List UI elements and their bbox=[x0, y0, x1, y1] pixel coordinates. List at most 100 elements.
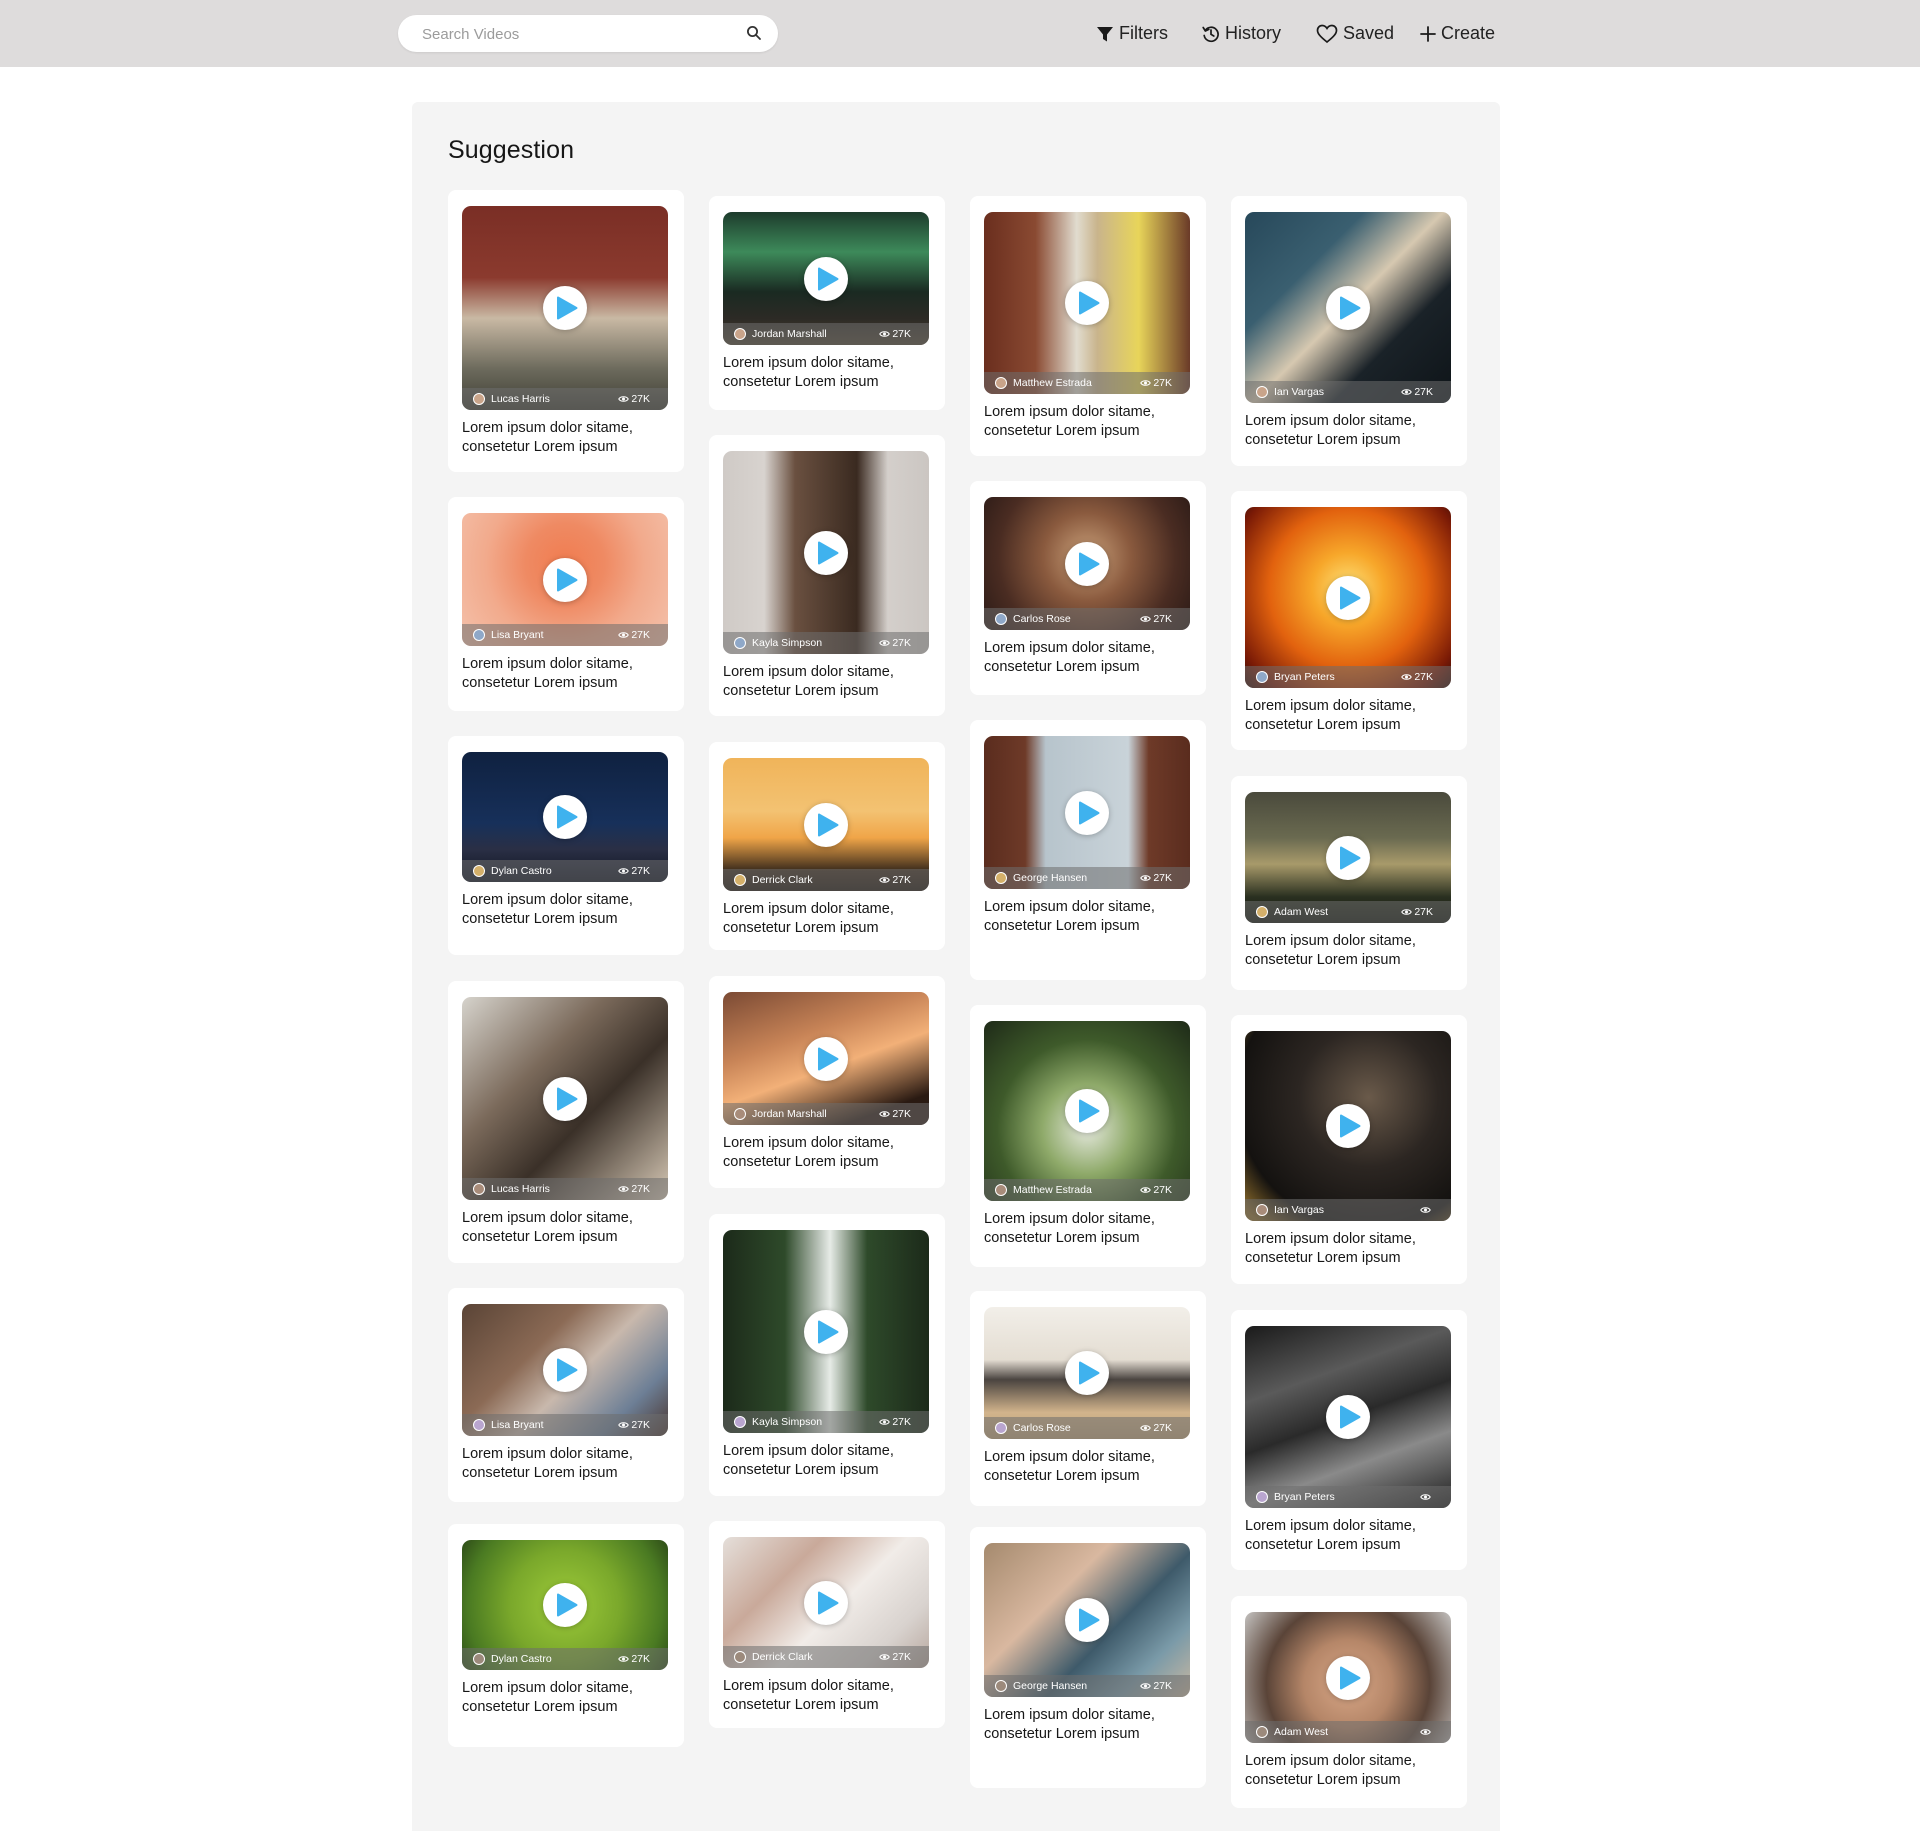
video-title[interactable]: Lorem ipsum dolor sitame, consetetur Lor… bbox=[462, 892, 633, 927]
video-thumbnail[interactable]: Ian Vargas 27K bbox=[1245, 212, 1451, 403]
create-button[interactable]: Create bbox=[1420, 0, 1495, 67]
video-title[interactable]: Lorem ipsum dolor sitame, consetetur Lor… bbox=[1245, 413, 1416, 448]
play-button[interactable] bbox=[543, 557, 587, 602]
play-button[interactable] bbox=[1065, 1351, 1109, 1395]
play-button[interactable] bbox=[1326, 1104, 1370, 1148]
video-card[interactable]: Lisa Bryant 27K Lorem ipsum dolor sitame, … bbox=[448, 497, 684, 711]
search-box[interactable] bbox=[398, 15, 778, 54]
video-card[interactable]: Kayla Simpson 27K Lorem ipsum dolor sitame… bbox=[709, 1214, 945, 1496]
play-button[interactable] bbox=[804, 1580, 848, 1625]
video-thumbnail[interactable]: Lucas Harris 27K bbox=[462, 206, 668, 410]
play-button[interactable] bbox=[1326, 835, 1370, 880]
video-card[interactable]: Ian Vargas Lorem ipsum dolor sitame, cons… bbox=[1231, 1015, 1467, 1284]
video-card[interactable]: Ian Vargas 27K Lorem ipsum dolor sitame, c… bbox=[1231, 196, 1467, 466]
video-card[interactable]: Kayla Simpson 27K Lorem ipsum dolor sitame… bbox=[709, 435, 945, 716]
video-title[interactable]: Lorem ipsum dolor sitame, consetetur Lor… bbox=[984, 404, 1155, 439]
video-thumbnail[interactable]: Lisa Bryant 27K bbox=[462, 1304, 668, 1436]
play-button[interactable] bbox=[1065, 541, 1109, 586]
video-thumbnail[interactable]: Matthew Estrada 27K bbox=[984, 212, 1190, 394]
video-thumbnail[interactable]: Dylan Castro 27K bbox=[462, 1540, 668, 1670]
video-title[interactable]: Lorem ipsum dolor sitame, consetetur Lor… bbox=[723, 1135, 894, 1170]
video-thumbnail[interactable]: Bryan Peters bbox=[1245, 1326, 1451, 1508]
play-button[interactable] bbox=[1326, 1395, 1370, 1439]
play-button[interactable] bbox=[543, 795, 587, 839]
video-thumbnail[interactable]: George Hansen 27K bbox=[984, 736, 1190, 889]
video-title[interactable]: Lorem ipsum dolor sitame, consetetur Lor… bbox=[1245, 1231, 1416, 1266]
video-card[interactable]: George Hansen 27K Lorem ipsum dolor sitame… bbox=[970, 1527, 1206, 1788]
play-button[interactable] bbox=[1065, 1598, 1109, 1642]
play-button[interactable] bbox=[1065, 1089, 1109, 1133]
video-title[interactable]: Lorem ipsum dolor sitame, consetetur Lor… bbox=[462, 1210, 633, 1245]
video-card[interactable]: Jordan Marshall 27K Lorem ipsum dolor sita… bbox=[709, 976, 945, 1188]
video-card[interactable]: Dylan Castro 27K Lorem ipsum dolor sitame,… bbox=[448, 1524, 684, 1747]
video-title[interactable]: Lorem ipsum dolor sitame, consetetur Lor… bbox=[462, 420, 633, 455]
video-card[interactable]: Derrick Clark 27K Lorem ipsum dolor sitame… bbox=[709, 742, 945, 950]
video-title[interactable]: Lorem ipsum dolor sitame, consetetur Lor… bbox=[723, 664, 894, 699]
play-button[interactable] bbox=[543, 1348, 587, 1392]
video-title[interactable]: Lorem ipsum dolor sitame, consetetur Lor… bbox=[723, 355, 894, 390]
video-title[interactable]: Lorem ipsum dolor sitame, consetetur Lor… bbox=[1245, 698, 1416, 733]
video-title[interactable]: Lorem ipsum dolor sitame, consetetur Lor… bbox=[984, 1707, 1155, 1742]
video-card[interactable]: Lisa Bryant 27K Lorem ipsum dolor sitame, … bbox=[448, 1288, 684, 1502]
video-thumbnail[interactable]: Ian Vargas bbox=[1245, 1031, 1451, 1221]
video-card[interactable]: Jordan Marshall 27K Lorem ipsum dolor sita… bbox=[709, 196, 945, 410]
video-card[interactable]: Derrick Clark 27K Lorem ipsum dolor sitame… bbox=[709, 1521, 945, 1728]
video-title[interactable]: Lorem ipsum dolor sitame, consetetur Lor… bbox=[984, 899, 1155, 934]
history-button[interactable]: History bbox=[1202, 0, 1281, 67]
video-thumbnail[interactable]: George Hansen 27K bbox=[984, 1543, 1190, 1697]
video-thumbnail[interactable]: Matthew Estrada 27K bbox=[984, 1021, 1190, 1201]
video-thumbnail[interactable]: Carlos Rose 27K bbox=[984, 497, 1190, 630]
video-thumbnail[interactable]: Jordan Marshall 27K bbox=[723, 212, 929, 345]
play-button[interactable] bbox=[543, 1076, 587, 1121]
video-card[interactable]: Matthew Estrada 27K Lorem ipsum dolor sita… bbox=[970, 196, 1206, 456]
video-thumbnail[interactable]: Bryan Peters 27K bbox=[1245, 507, 1451, 688]
video-thumbnail[interactable]: Adam West 27K bbox=[1245, 792, 1451, 923]
play-button[interactable] bbox=[1065, 790, 1109, 835]
play-button[interactable] bbox=[804, 530, 848, 575]
video-card[interactable]: Dylan Castro 27K Lorem ipsum dolor sitame,… bbox=[448, 736, 684, 955]
play-button[interactable] bbox=[1326, 575, 1370, 620]
video-card[interactable]: George Hansen 27K Lorem ipsum dolor sitame… bbox=[970, 720, 1206, 980]
video-title[interactable]: Lorem ipsum dolor sitame, consetetur Lor… bbox=[723, 1678, 894, 1713]
video-title[interactable]: Lorem ipsum dolor sitame, consetetur Lor… bbox=[984, 640, 1155, 675]
video-card[interactable]: Carlos Rose 27K Lorem ipsum dolor sitame, … bbox=[970, 1291, 1206, 1506]
video-title[interactable]: Lorem ipsum dolor sitame, consetetur Lor… bbox=[1245, 933, 1416, 968]
video-thumbnail[interactable]: Derrick Clark 27K bbox=[723, 1537, 929, 1668]
video-thumbnail[interactable]: Kayla Simpson 27K bbox=[723, 451, 929, 654]
search-icon[interactable] bbox=[746, 25, 762, 41]
video-title[interactable]: Lorem ipsum dolor sitame, consetetur Lor… bbox=[462, 1680, 633, 1715]
video-thumbnail[interactable]: Lisa Bryant 27K bbox=[462, 513, 668, 646]
video-card[interactable]: Lucas Harris 27K Lorem ipsum dolor sitame,… bbox=[448, 190, 684, 472]
video-title[interactable]: Lorem ipsum dolor sitame, consetetur Lor… bbox=[462, 1446, 633, 1481]
video-card[interactable]: Matthew Estrada 27K Lorem ipsum dolor sita… bbox=[970, 1005, 1206, 1267]
video-card[interactable]: Adam West 27K Lorem ipsum dolor sitame, co… bbox=[1231, 776, 1467, 990]
search-input[interactable] bbox=[420, 15, 724, 54]
video-card[interactable]: Carlos Rose 27K Lorem ipsum dolor sitame, … bbox=[970, 481, 1206, 695]
play-button[interactable] bbox=[543, 1583, 587, 1627]
video-thumbnail[interactable]: Adam West bbox=[1245, 1612, 1451, 1743]
video-thumbnail[interactable]: Jordan Marshall 27K bbox=[723, 992, 929, 1125]
video-thumbnail[interactable]: Derrick Clark 27K bbox=[723, 758, 929, 891]
play-button[interactable] bbox=[1326, 1655, 1370, 1700]
play-button[interactable] bbox=[543, 286, 587, 330]
video-thumbnail[interactable]: Carlos Rose 27K bbox=[984, 1307, 1190, 1439]
video-title[interactable]: Lorem ipsum dolor sitame, consetetur Lor… bbox=[723, 1443, 894, 1478]
video-title[interactable]: Lorem ipsum dolor sitame, consetetur Lor… bbox=[1245, 1753, 1416, 1788]
video-card[interactable]: Bryan Peters Lorem ipsum dolor sitame, co… bbox=[1231, 1310, 1467, 1570]
video-card[interactable]: Adam West Lorem ipsum dolor sitame, conse… bbox=[1231, 1596, 1467, 1808]
video-thumbnail[interactable]: Dylan Castro 27K bbox=[462, 752, 668, 882]
video-title[interactable]: Lorem ipsum dolor sitame, consetetur Lor… bbox=[462, 656, 633, 691]
video-title[interactable]: Lorem ipsum dolor sitame, consetetur Lor… bbox=[984, 1211, 1155, 1246]
video-title[interactable]: Lorem ipsum dolor sitame, consetetur Lor… bbox=[1245, 1518, 1416, 1553]
video-card[interactable]: Lucas Harris 27K Lorem ipsum dolor sitame,… bbox=[448, 981, 684, 1263]
video-title[interactable]: Lorem ipsum dolor sitame, consetetur Lor… bbox=[723, 901, 894, 936]
saved-button[interactable]: Saved bbox=[1316, 0, 1394, 67]
play-button[interactable] bbox=[1065, 281, 1109, 325]
filters-button[interactable]: Filters bbox=[1096, 0, 1168, 67]
video-thumbnail[interactable]: Kayla Simpson 27K bbox=[723, 1230, 929, 1433]
play-button[interactable] bbox=[1326, 285, 1370, 330]
play-button[interactable] bbox=[804, 1036, 848, 1081]
play-button[interactable] bbox=[804, 1309, 848, 1354]
video-thumbnail[interactable]: Lucas Harris 27K bbox=[462, 997, 668, 1200]
play-button[interactable] bbox=[804, 256, 848, 301]
